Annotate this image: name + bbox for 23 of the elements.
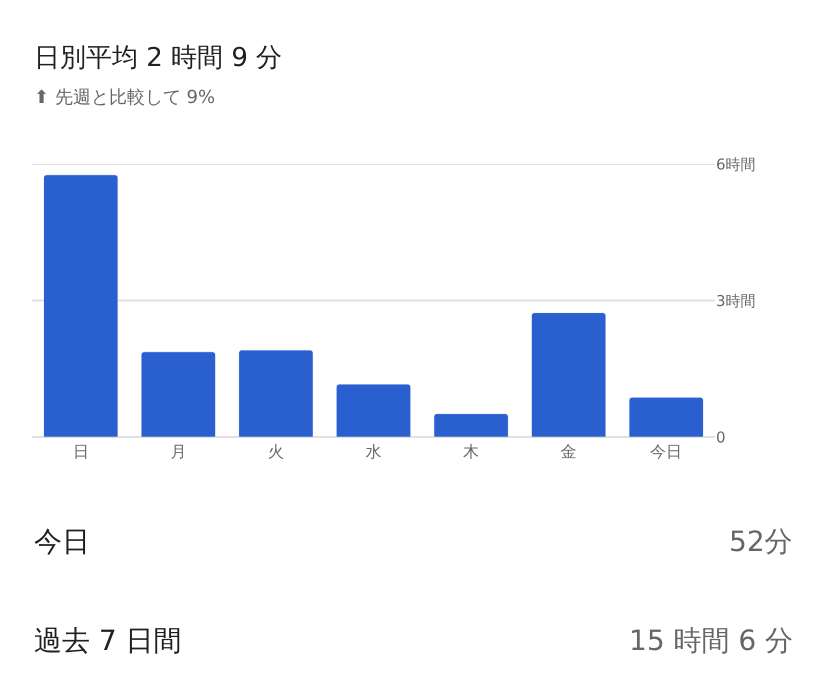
chart-title: 日別平均 2 時間 9 分 bbox=[34, 43, 282, 73]
chart-subtitle: ⬆ 先週と比較して 9% bbox=[34, 87, 216, 108]
bar bbox=[531, 312, 606, 437]
text: 15 時間 6 分 bbox=[629, 624, 794, 657]
y-tick-label: 6時間 bbox=[716, 155, 756, 174]
y-tick-label: 0 bbox=[716, 428, 726, 446]
x-tick-label: 火 bbox=[268, 442, 284, 462]
text: 過去 7 日間 bbox=[34, 624, 182, 657]
bar bbox=[141, 352, 216, 437]
x-tick-label: 水 bbox=[366, 442, 382, 462]
text: 今日 bbox=[34, 525, 90, 558]
x-tick-label: 木 bbox=[463, 442, 480, 462]
bar bbox=[43, 174, 118, 437]
bar bbox=[238, 350, 314, 437]
x-tick-label: 月 bbox=[170, 442, 186, 462]
x-tick-label: 日 bbox=[72, 442, 89, 462]
y-tick-label: 3時間 bbox=[716, 292, 756, 310]
x-tick-label: 金 bbox=[560, 442, 577, 462]
bar bbox=[628, 397, 704, 437]
bar bbox=[336, 384, 411, 437]
x-tick-label: 今日 bbox=[650, 442, 682, 462]
text: 52分 bbox=[729, 525, 793, 558]
bar bbox=[434, 414, 508, 437]
